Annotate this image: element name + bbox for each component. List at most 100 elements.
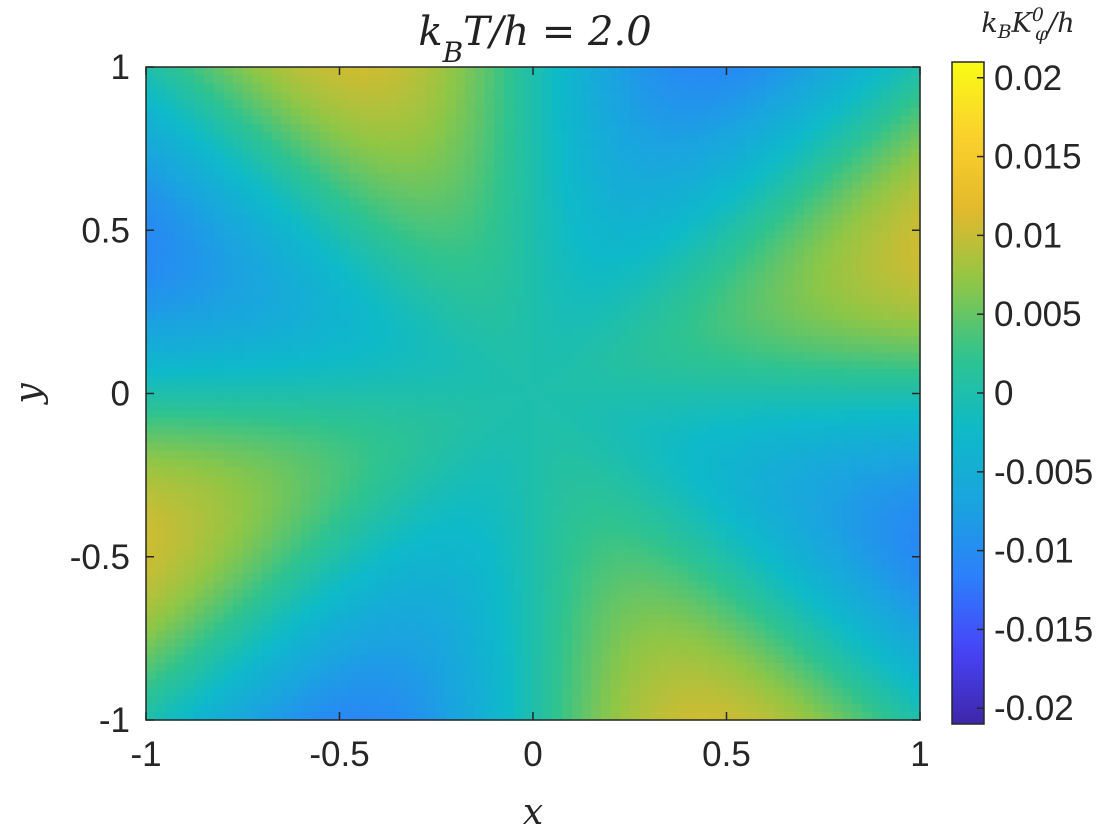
- heatmap-cell: [610, 67, 621, 76]
- heatmap-cell: [513, 417, 524, 427]
- heatmap-cell: [300, 524, 312, 533]
- heatmap-cell: [823, 524, 834, 533]
- heatmap-cell: [591, 148, 602, 158]
- heatmap-cell: [600, 99, 612, 109]
- heatmap-cell: [242, 156, 254, 166]
- heatmap-cell: [281, 287, 292, 297]
- heatmap-cell: [620, 320, 631, 329]
- heatmap-cell: [146, 434, 157, 444]
- heatmap-cell: [445, 230, 457, 240]
- heatmap-cell: [503, 328, 515, 337]
- heatmap-cell: [281, 140, 292, 150]
- heatmap-cell: [552, 426, 563, 435]
- heatmap-cell: [165, 483, 176, 493]
- heatmap-cell: [794, 475, 805, 484]
- heatmap-cell: [832, 303, 844, 313]
- heatmap-cell: [494, 369, 505, 378]
- heatmap-cell: [494, 466, 505, 476]
- heatmap-cell: [194, 107, 205, 117]
- heatmap-cell: [242, 230, 254, 240]
- heatmap-cell: [300, 564, 312, 574]
- heatmap-cell: [745, 222, 757, 231]
- heatmap-cell: [697, 483, 708, 493]
- heatmap-cell: [358, 369, 370, 378]
- heatmap-cell: [716, 352, 728, 362]
- heatmap-cell: [687, 466, 699, 476]
- heatmap-cell: [581, 164, 592, 174]
- heatmap-cell: [339, 197, 350, 207]
- heatmap-cell: [552, 124, 563, 133]
- heatmap-cell: [184, 450, 195, 460]
- heatmap-cell: [842, 173, 853, 182]
- heatmap-cell: [591, 532, 602, 542]
- heatmap-cell: [146, 369, 157, 378]
- heatmap-cell: [861, 475, 873, 484]
- heatmap-cell: [881, 360, 892, 370]
- heatmap-cell: [910, 189, 921, 199]
- heatmap-cell: [175, 352, 186, 362]
- heatmap-cell: [155, 83, 166, 93]
- heatmap-cell: [445, 393, 457, 403]
- heatmap-cell: [271, 115, 283, 125]
- heatmap-cell: [184, 409, 195, 419]
- heatmap-cell: [194, 360, 205, 370]
- heatmap-cell: [552, 450, 563, 460]
- heatmap-cell: [629, 524, 641, 533]
- heatmap-cell: [184, 401, 195, 411]
- heatmap-cell: [339, 246, 350, 256]
- heatmap-cell: [513, 83, 524, 93]
- heatmap-cell: [794, 156, 805, 166]
- heatmap-cell: [271, 377, 283, 386]
- heatmap-cell: [533, 132, 544, 142]
- heatmap-cell: [455, 328, 466, 337]
- heatmap-cell: [426, 246, 437, 256]
- heatmap-cell: [591, 271, 602, 280]
- heatmap-cell: [639, 311, 650, 321]
- heatmap-cell: [774, 271, 786, 280]
- heatmap-cell: [745, 360, 757, 370]
- heatmap-cell: [484, 271, 495, 280]
- heatmap-cell: [600, 124, 612, 133]
- heatmap-cell: [416, 499, 428, 509]
- heatmap-cell: [204, 434, 215, 444]
- heatmap-cell: [291, 564, 302, 574]
- heatmap-cell: [155, 254, 166, 264]
- heatmap-cell: [774, 156, 786, 166]
- heatmap-cell: [513, 246, 524, 256]
- heatmap-cell: [668, 409, 679, 419]
- heatmap-cell: [639, 222, 650, 231]
- heatmap-cell: [349, 385, 360, 395]
- heatmap-cell: [175, 91, 186, 101]
- heatmap-cell: [204, 442, 215, 452]
- heatmap-cell: [533, 140, 544, 150]
- heatmap-cell: [755, 124, 766, 133]
- heatmap-cell: [823, 377, 834, 386]
- heatmap-cell: [146, 442, 157, 452]
- heatmap-cell: [416, 132, 428, 142]
- heatmap-cell: [794, 189, 805, 199]
- heatmap-cell: [223, 369, 234, 378]
- heatmap-cell: [861, 524, 873, 533]
- heatmap-cell: [358, 499, 370, 509]
- heatmap-cell: [503, 124, 515, 133]
- heatmap-cell: [184, 385, 195, 395]
- heatmap-cell: [620, 115, 631, 125]
- heatmap-cell: [707, 246, 718, 256]
- heatmap-cell: [552, 393, 563, 403]
- heatmap-cell: [755, 450, 766, 460]
- heatmap-cell: [175, 262, 186, 272]
- heatmap-cell: [736, 393, 747, 403]
- heatmap-cell: [233, 499, 244, 509]
- heatmap-cell: [658, 385, 670, 395]
- heatmap-cell: [184, 67, 195, 76]
- heatmap-cell: [832, 466, 844, 476]
- heatmap-cell: [242, 360, 254, 370]
- heatmap-cell: [562, 238, 573, 248]
- heatmap-cell: [726, 156, 737, 166]
- heatmap-cell: [649, 205, 660, 215]
- heatmap-cell: [387, 132, 399, 142]
- heatmap-cell: [697, 360, 708, 370]
- heatmap-cell: [620, 499, 631, 509]
- heatmap-cell: [252, 254, 263, 264]
- heatmap-cell: [252, 181, 263, 191]
